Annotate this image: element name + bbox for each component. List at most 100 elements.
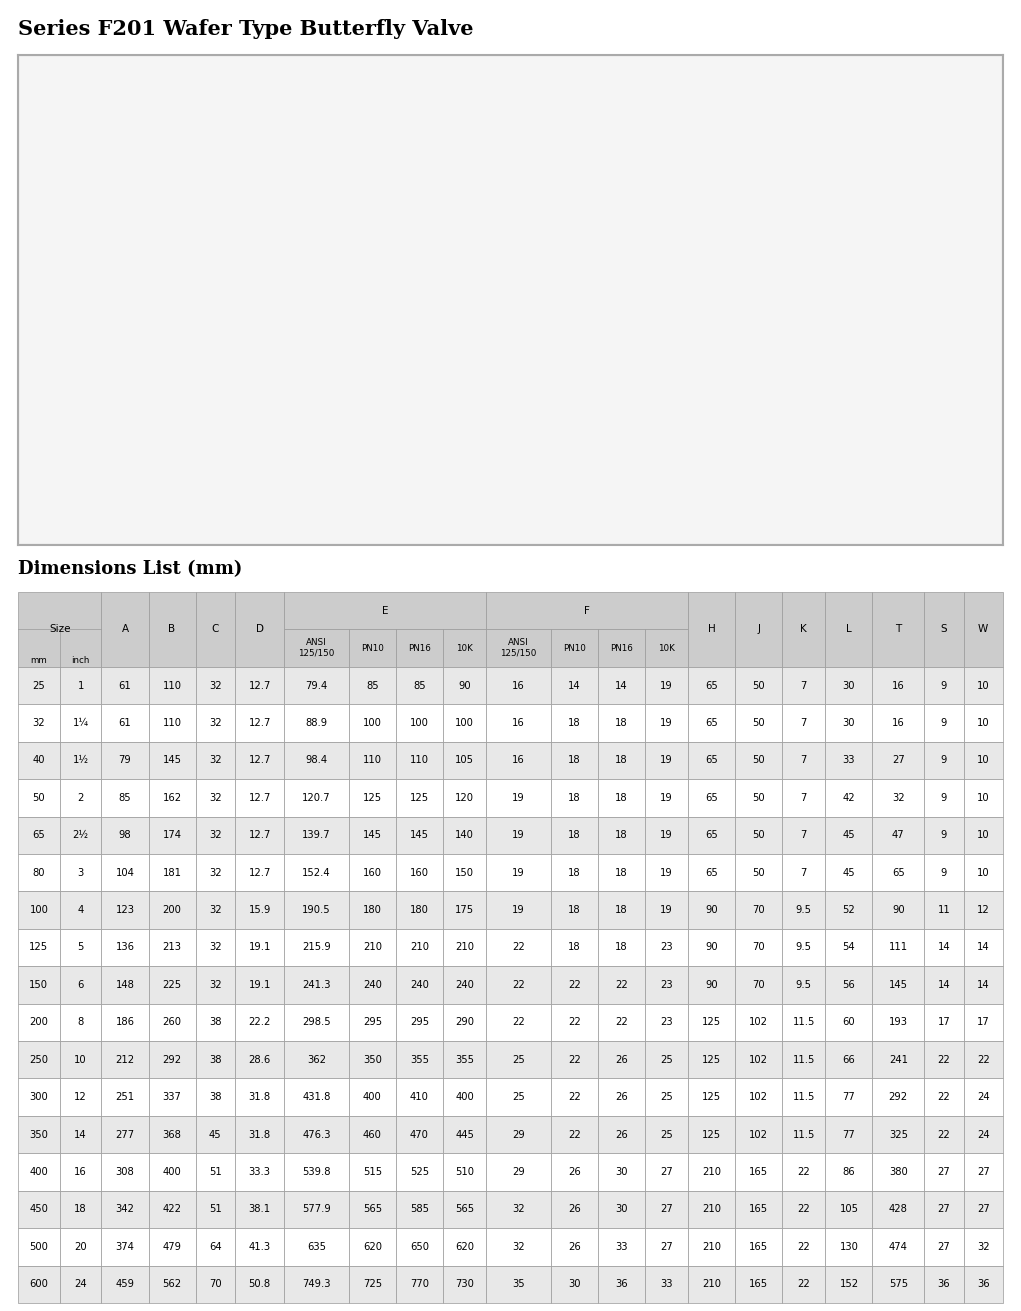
Text: 110: 110 [362,755,382,766]
Bar [148,1079,196,1116]
Bar [396,1228,443,1265]
Text: 125: 125 [702,1055,721,1065]
Bar [688,1004,735,1041]
Bar [924,1190,964,1228]
Text: E: E [382,606,389,616]
Text: 210: 210 [702,1205,721,1214]
Bar [550,891,597,928]
Bar [735,1116,782,1154]
Text: 650: 650 [410,1242,429,1252]
Bar [550,629,597,667]
Bar [396,966,443,1004]
Text: 2: 2 [78,793,84,802]
Bar [486,1079,550,1116]
Bar [735,1079,782,1116]
Text: 19: 19 [513,905,525,915]
Bar [924,1041,964,1079]
Text: 210: 210 [362,943,382,953]
Text: 14: 14 [75,1130,87,1139]
Bar [688,1190,735,1228]
Bar [60,853,101,891]
Bar [60,1116,101,1154]
Bar [101,1079,148,1116]
Text: 32: 32 [209,868,222,877]
Bar [873,1190,924,1228]
Text: 22: 22 [568,979,581,990]
Text: 32: 32 [209,793,222,802]
Bar [873,1079,924,1116]
Bar [688,1265,735,1303]
Text: 65: 65 [706,793,718,802]
Text: 90: 90 [458,680,471,691]
Bar [550,1004,597,1041]
Bar [285,966,349,1004]
Bar [873,1228,924,1265]
Bar [443,1004,486,1041]
Bar [645,1228,688,1265]
Bar [148,593,196,667]
Bar [235,1228,285,1265]
Text: 31.8: 31.8 [249,1130,271,1139]
Text: 190.5: 190.5 [302,905,331,915]
Text: 9.5: 9.5 [795,943,812,953]
Bar [60,667,101,704]
Text: 175: 175 [455,905,474,915]
Bar [873,966,924,1004]
Text: 165: 165 [749,1167,768,1177]
Text: 355: 355 [455,1055,474,1065]
Text: 16: 16 [513,680,525,691]
Bar [782,1041,825,1079]
Text: 100: 100 [410,718,429,728]
Bar [148,1265,196,1303]
Text: 16: 16 [513,755,525,766]
Text: 27: 27 [937,1167,951,1177]
Bar [196,1228,235,1265]
Text: 22: 22 [977,1055,989,1065]
Bar [873,817,924,853]
Text: C: C [211,624,218,635]
Text: 10: 10 [977,680,989,691]
Text: 10: 10 [977,755,989,766]
Bar [688,817,735,853]
Text: 23: 23 [661,943,673,953]
Bar [443,1190,486,1228]
Text: 325: 325 [888,1130,908,1139]
Text: 12.7: 12.7 [248,793,271,802]
Text: 70: 70 [752,943,765,953]
Text: 200: 200 [30,1017,48,1028]
Text: 27: 27 [892,755,905,766]
Bar [235,853,285,891]
Text: 25: 25 [660,1092,673,1103]
Bar [645,1265,688,1303]
Bar [285,1154,349,1190]
Bar [688,1079,735,1116]
Bar [196,1041,235,1079]
Bar [825,817,873,853]
Bar [825,1116,873,1154]
Bar [285,593,486,629]
Text: 22: 22 [937,1092,951,1103]
Bar [645,1041,688,1079]
Bar [873,1154,924,1190]
Bar [735,593,782,667]
Bar [924,1228,964,1265]
Bar [285,704,349,742]
Bar [349,928,396,966]
Bar [688,704,735,742]
Bar [924,891,964,928]
Text: Series F201 Wafer Type Butterfly Valve: Series F201 Wafer Type Butterfly Valve [18,18,474,39]
Bar [825,1265,873,1303]
Text: 38.1: 38.1 [249,1205,271,1214]
Bar [60,1265,101,1303]
Text: 210: 210 [702,1242,721,1252]
Text: 12.7: 12.7 [248,868,271,877]
Text: 11: 11 [937,905,951,915]
Bar [782,966,825,1004]
Bar [597,1190,645,1228]
Text: 160: 160 [362,868,382,877]
Text: 19: 19 [660,718,673,728]
Text: 12.7: 12.7 [248,680,271,691]
Text: 125: 125 [702,1017,721,1028]
Text: 125: 125 [409,793,429,802]
Text: 31.8: 31.8 [249,1092,271,1103]
